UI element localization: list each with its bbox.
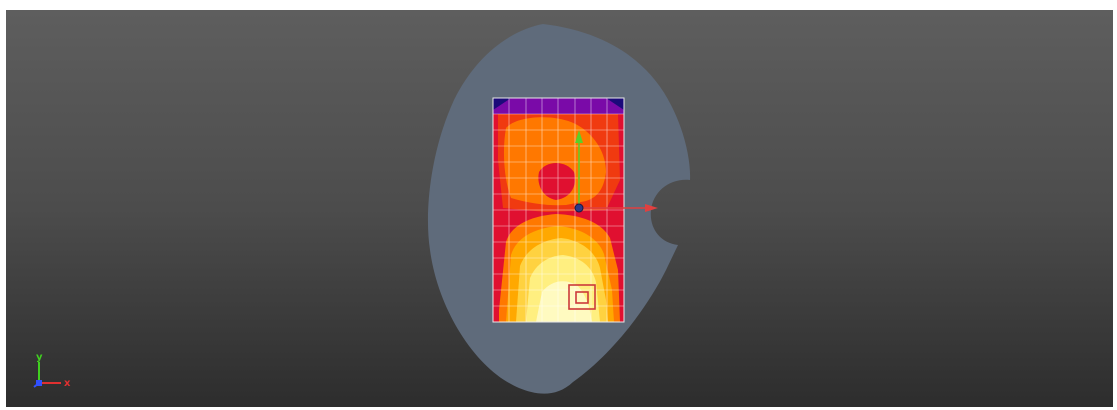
gizmo-x-arrowhead[interactable] [645,204,658,212]
gizmo-y-arrowhead[interactable] [575,130,583,143]
heat-top-band [493,98,624,114]
heatmap-panel-border [492,97,625,323]
gizmo-pivot[interactable] [574,203,584,213]
triad-y-label: y [36,352,43,363]
heat-top-corner-right [606,98,624,110]
axis-triad: y x [33,352,71,389]
mesh-grid [493,98,624,322]
triad-origin [36,380,42,386]
selection-marker[interactable] [568,284,596,310]
triad-x-label: x [64,378,71,389]
scene-canvas[interactable]: y x [6,10,1113,407]
3d-viewport[interactable]: y x [6,10,1113,407]
heat-top-corner-left [493,98,511,110]
transform-gizmo[interactable] [574,130,658,213]
heat-upper-dark-spot [538,163,576,200]
heatmap-panel[interactable] [493,98,624,322]
